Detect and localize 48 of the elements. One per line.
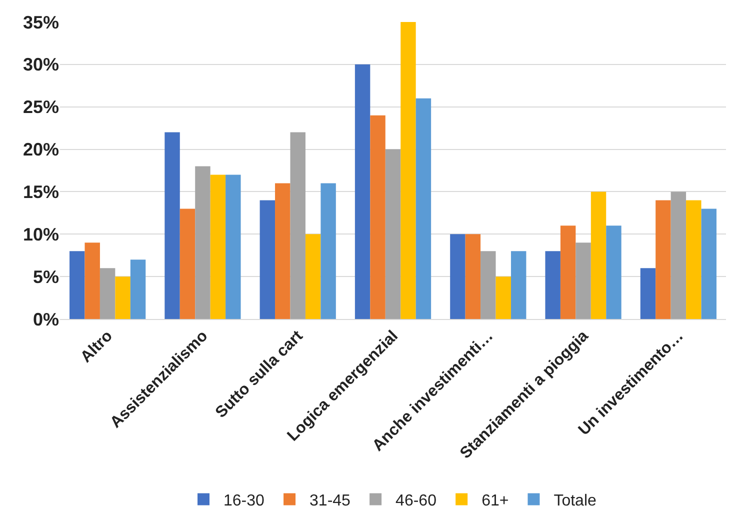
bar xyxy=(290,132,306,319)
bar xyxy=(354,64,370,319)
bar xyxy=(305,234,321,319)
bar xyxy=(640,268,656,319)
bar xyxy=(195,166,210,319)
y-tick-label: 35% xyxy=(22,12,59,32)
bar xyxy=(670,192,686,319)
y-tick-label: 25% xyxy=(22,97,59,118)
bar xyxy=(400,22,416,319)
bar xyxy=(606,226,622,319)
bar xyxy=(370,115,386,319)
bar xyxy=(686,200,702,319)
bar xyxy=(320,183,336,319)
bar xyxy=(210,174,226,319)
y-tick-label: 30% xyxy=(22,54,59,75)
legend-label: 46-60 xyxy=(396,492,437,510)
bar xyxy=(260,200,276,319)
bar xyxy=(100,268,116,319)
bar xyxy=(115,276,130,319)
bar xyxy=(275,183,290,319)
y-tick-label: 10% xyxy=(22,224,59,244)
legend-label: 31-45 xyxy=(310,492,351,510)
bar xyxy=(656,200,671,319)
legend-label: 16-30 xyxy=(224,492,265,510)
bar xyxy=(590,192,606,319)
bar xyxy=(164,132,180,319)
bar xyxy=(84,242,100,319)
bar xyxy=(70,251,85,319)
bar xyxy=(701,208,716,319)
bar xyxy=(576,242,591,319)
y-tick-label: 5% xyxy=(32,266,59,287)
bar xyxy=(496,276,511,319)
bar xyxy=(480,251,496,319)
bar xyxy=(545,251,560,319)
bar xyxy=(130,260,146,319)
bar xyxy=(450,234,466,319)
bar xyxy=(385,149,401,319)
bar xyxy=(560,226,576,319)
y-tick-label: 0% xyxy=(32,309,59,330)
bar xyxy=(465,234,481,319)
bar xyxy=(510,251,526,319)
bar xyxy=(416,98,432,319)
y-tick-label: 15% xyxy=(22,182,59,202)
legend-label: Totale xyxy=(554,492,597,510)
y-tick-label: 20% xyxy=(22,140,59,160)
legend-label: 61+ xyxy=(482,492,509,510)
bar xyxy=(180,208,196,319)
bar xyxy=(226,174,241,319)
